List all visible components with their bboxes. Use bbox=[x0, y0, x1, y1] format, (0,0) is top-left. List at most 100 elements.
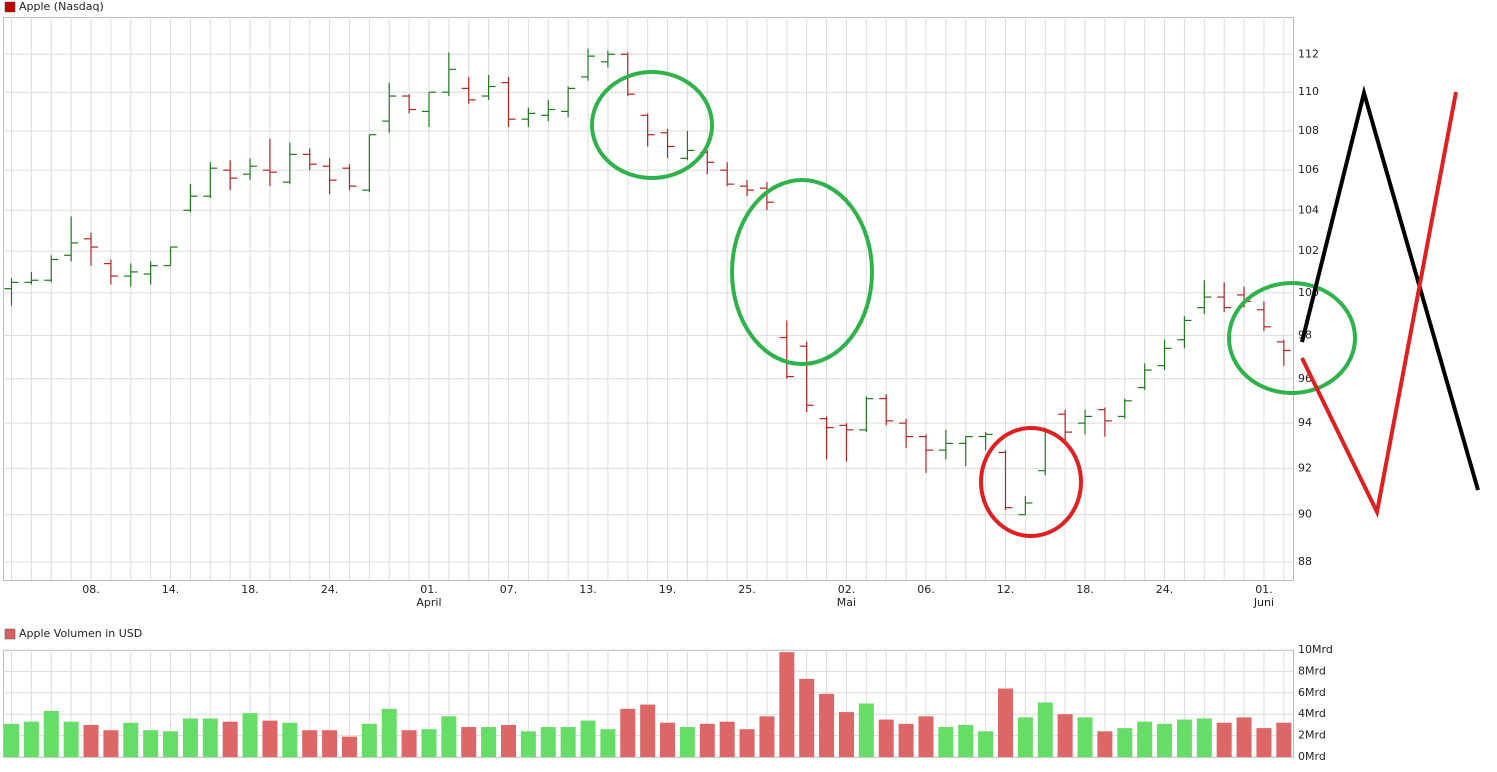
volume-bar bbox=[699, 723, 715, 757]
x-tick-label: 13. bbox=[579, 583, 597, 596]
x-tick-label: 12. bbox=[997, 583, 1015, 596]
x-tick-label: 18. bbox=[241, 583, 259, 596]
volume-bar bbox=[739, 729, 755, 757]
volume-bar bbox=[1137, 721, 1153, 757]
y-tick-label: 6Mrd bbox=[1298, 686, 1326, 699]
volume-bar bbox=[858, 703, 874, 757]
volume-bar bbox=[759, 716, 775, 757]
volume-bar bbox=[799, 678, 815, 757]
x-tick-label: 01. bbox=[420, 583, 438, 596]
volume-bar bbox=[242, 713, 258, 757]
volume-bar bbox=[1057, 714, 1073, 757]
volume-bar bbox=[163, 731, 179, 757]
volume-bar bbox=[719, 721, 735, 757]
x-tick-label: 24. bbox=[1156, 583, 1174, 596]
annotation-ellipse bbox=[979, 426, 1083, 538]
annotation-zigzag bbox=[1300, 85, 1480, 491]
y-tick-label: 92 bbox=[1298, 461, 1312, 474]
volume-bar bbox=[341, 736, 357, 757]
volume-bar bbox=[1216, 722, 1232, 757]
annotation-ellipse bbox=[1227, 281, 1357, 395]
y-tick-label: 4Mrd bbox=[1298, 707, 1326, 720]
volume-bar bbox=[421, 729, 437, 757]
legend-label: Apple Volumen in USD bbox=[19, 627, 142, 640]
volume-bar bbox=[1236, 717, 1252, 757]
x-tick-label: 01. bbox=[1255, 583, 1273, 596]
volume-bar bbox=[520, 731, 536, 757]
volume-bar bbox=[262, 720, 278, 757]
x-tick-label: 14. bbox=[162, 583, 180, 596]
volume-bar bbox=[1097, 731, 1113, 757]
volume-bar bbox=[361, 723, 377, 757]
x-month-label: Mai bbox=[837, 596, 856, 609]
y-tick-label: 2Mrd bbox=[1298, 729, 1326, 742]
volume-bar bbox=[501, 724, 516, 757]
y-tick-label: 104 bbox=[1298, 203, 1319, 216]
x-tick-label: 07. bbox=[500, 583, 518, 596]
annotation-zigzag bbox=[1300, 91, 1458, 519]
y-tick-label: 90 bbox=[1298, 508, 1312, 521]
y-tick-label: 88 bbox=[1298, 555, 1312, 568]
volume-bar bbox=[23, 721, 39, 757]
x-month-label: April bbox=[416, 596, 441, 609]
volume-bar bbox=[660, 722, 676, 757]
volume-bar bbox=[640, 704, 656, 757]
volume-bar bbox=[978, 731, 994, 757]
x-tick-label: 24. bbox=[321, 583, 339, 596]
x-tick-label: 19. bbox=[659, 583, 677, 596]
volume-bar bbox=[1157, 723, 1173, 757]
volume-bar bbox=[600, 729, 616, 757]
volume-bar bbox=[103, 730, 119, 757]
y-tick-label: 110 bbox=[1298, 85, 1319, 98]
y-tick-label: 0Mrd bbox=[1298, 750, 1326, 763]
volume-bar bbox=[1176, 719, 1192, 757]
volume-bar bbox=[143, 730, 159, 757]
legend-label: Apple (Nasdaq) bbox=[19, 0, 104, 13]
y-tick-label: 108 bbox=[1298, 124, 1319, 137]
volume-bar bbox=[918, 716, 934, 757]
volume-bar bbox=[481, 727, 497, 757]
volume-bar bbox=[441, 716, 457, 757]
volume-bar bbox=[560, 727, 576, 757]
x-tick-label: 18. bbox=[1076, 583, 1094, 596]
volume-bar bbox=[222, 721, 238, 757]
volume-bar bbox=[202, 718, 218, 757]
x-tick-label: 06. bbox=[917, 583, 935, 596]
annotation-ellipse bbox=[730, 178, 874, 366]
y-tick-label: 10Mrd bbox=[1298, 643, 1333, 656]
volume-bar bbox=[1117, 728, 1133, 757]
volume-bar bbox=[779, 652, 795, 757]
volume-bar bbox=[43, 710, 59, 757]
volume-bar bbox=[1037, 702, 1053, 757]
volume-bar bbox=[1196, 718, 1212, 757]
volume-bar bbox=[540, 727, 556, 757]
y-tick-label: 112 bbox=[1298, 47, 1319, 60]
volume-bar bbox=[998, 688, 1013, 757]
volume-bar bbox=[401, 730, 417, 757]
volume-bar bbox=[1077, 717, 1093, 757]
volume-bar bbox=[838, 712, 854, 757]
volume-bar bbox=[898, 723, 914, 757]
annotation-ellipse bbox=[590, 70, 714, 180]
volume-bar bbox=[83, 724, 99, 757]
volume-bar bbox=[878, 719, 894, 757]
volume-bar bbox=[1256, 728, 1272, 757]
y-tick-label: 94 bbox=[1298, 416, 1312, 429]
volume-bar bbox=[819, 693, 835, 757]
legend-swatch bbox=[4, 628, 16, 640]
x-month-label: Juni bbox=[1253, 596, 1274, 609]
volume-bar bbox=[679, 727, 695, 757]
volume-bar bbox=[302, 730, 318, 757]
annotations bbox=[590, 70, 1480, 538]
y-tick-label: 106 bbox=[1298, 163, 1319, 176]
volume-bar bbox=[322, 730, 338, 757]
volume-bar bbox=[958, 724, 974, 757]
volume-bar bbox=[381, 708, 397, 757]
y-tick-label: 102 bbox=[1298, 244, 1319, 257]
volume-bar bbox=[182, 718, 198, 757]
legend-swatch bbox=[4, 1, 16, 13]
volume-bar bbox=[1276, 722, 1292, 757]
volume-bar bbox=[1017, 717, 1033, 757]
